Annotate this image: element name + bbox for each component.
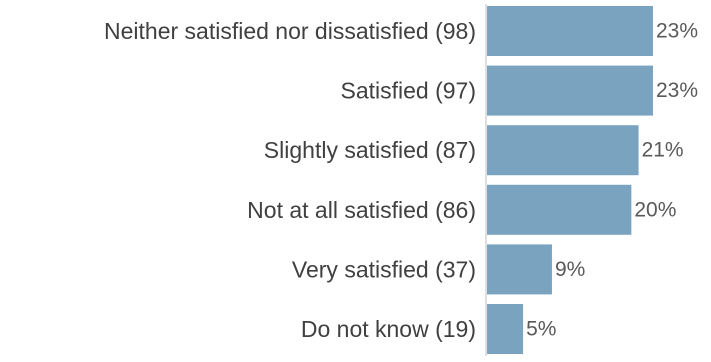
bar-1 — [487, 65, 653, 116]
value-label-3: 20% — [634, 198, 676, 221]
category-label-5: Do not know (19) — [301, 316, 476, 342]
bars-group — [487, 6, 653, 354]
category-label-4: Very satisfied (37) — [292, 256, 476, 282]
bar-4 — [487, 244, 552, 295]
category-label-2: Slightly satisfied (87) — [264, 137, 476, 163]
category-label-3: Not at all satisfied (86) — [247, 197, 476, 223]
bar-2 — [487, 125, 639, 176]
bar-0 — [487, 6, 653, 56]
category-labels-group: Neither satisfied nor dissatisfied (98) S… — [104, 18, 476, 342]
category-label-1: Satisfied (97) — [340, 78, 476, 104]
value-label-1: 23% — [656, 79, 698, 102]
value-label-4: 9% — [555, 258, 585, 281]
value-label-5: 5% — [526, 318, 556, 341]
value-label-0: 23% — [656, 20, 698, 43]
value-labels-group: 23% 23% 21% 20% 9% 5% — [526, 20, 698, 341]
value-label-2: 21% — [642, 139, 684, 162]
bar-5 — [487, 304, 524, 354]
bar-3 — [487, 184, 632, 235]
category-label-0: Neither satisfied nor dissatisfied (98) — [104, 18, 476, 44]
